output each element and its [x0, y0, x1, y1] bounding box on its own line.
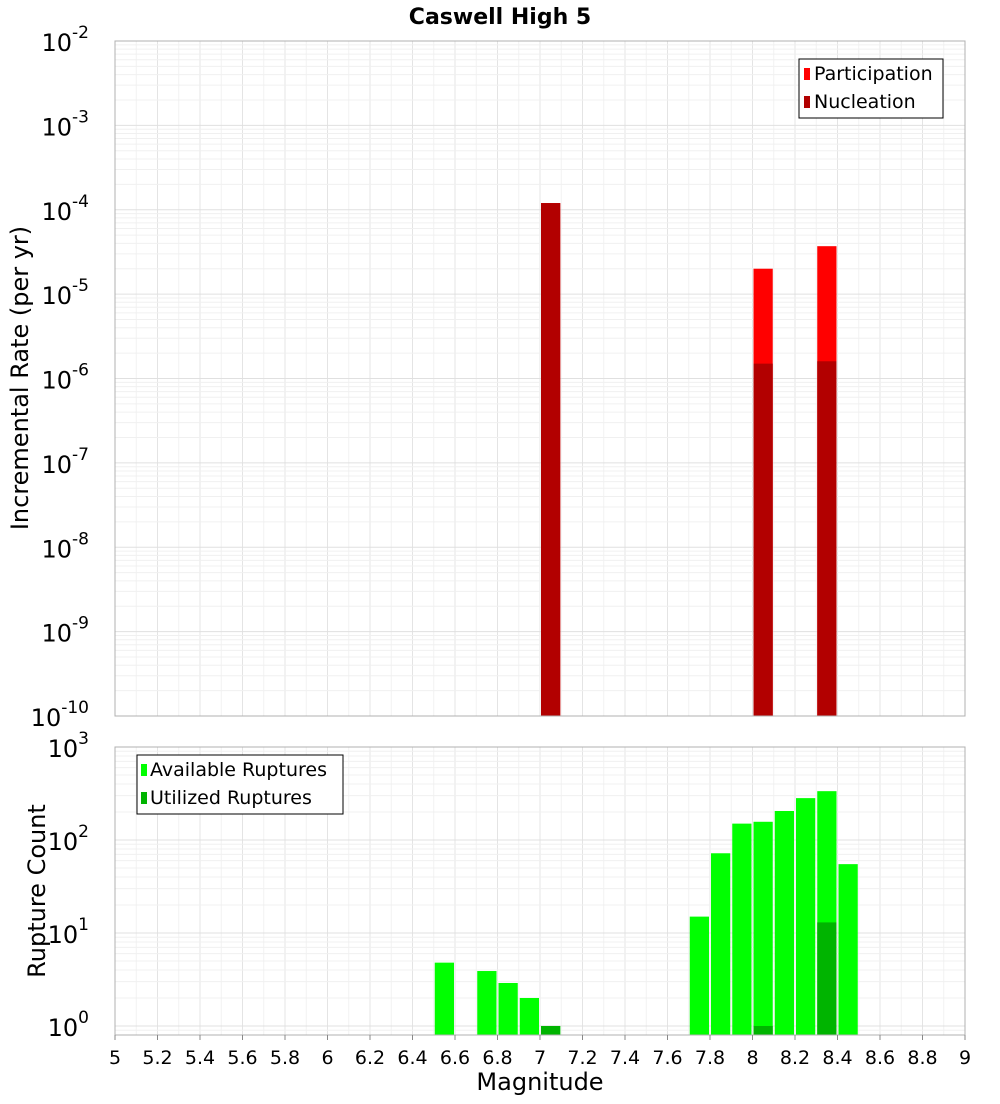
top-plot-border [114, 40, 966, 717]
x-tick-label: 6.4 [397, 1047, 427, 1069]
x-tick-label: 6.8 [482, 1047, 512, 1069]
x-tick-label: 5.6 [227, 1047, 257, 1069]
legend-swatch-participation [804, 68, 810, 80]
x-tick-label: 6.2 [355, 1047, 385, 1069]
bar-available-ruptures-8-05 [753, 821, 773, 1035]
x-tick-label: 7.4 [610, 1047, 640, 1069]
x-tick-label: 6 [321, 1047, 333, 1069]
bar-nucleation-8-35 [817, 361, 837, 716]
legend-swatch-available-ruptures [141, 764, 147, 776]
x-tick-label: 5 [109, 1047, 121, 1069]
legend-swatch-utilized-ruptures [141, 792, 147, 804]
bottom-y-tick-label: 101 [48, 915, 89, 949]
bar-available-ruptures-8-15 [774, 811, 794, 1035]
bar-available-ruptures-6-55 [434, 962, 454, 1035]
legend-label-available-ruptures: Available Ruptures [150, 759, 327, 781]
top-y-tick-label: 10-5 [42, 276, 90, 310]
x-tick-label: 5.2 [142, 1047, 172, 1069]
bar-available-ruptures-7-95 [732, 823, 752, 1035]
bar-utilized-ruptures-7-05 [541, 1025, 561, 1035]
legend-label-participation: Participation [814, 63, 933, 85]
top-legend: Participation Nucleation [798, 58, 944, 119]
bar-nucleation-8-05 [753, 363, 773, 716]
legend-label-utilized-ruptures: Utilized Ruptures [150, 787, 312, 809]
top-y-tick-label: 10-3 [42, 107, 90, 141]
x-tick-label: 5.8 [270, 1047, 300, 1069]
x-tick-label: 7.8 [695, 1047, 725, 1069]
bar-utilized-ruptures-8-35 [817, 922, 837, 1035]
x-tick-label: 8.8 [907, 1047, 937, 1069]
bottom-panel: 103 102 101 100 5 5.2 5.4 5.6 5.8 6 6.2 6.4 6.6 6.8 7… [23, 729, 971, 1096]
top-y-tick-label: 10-8 [42, 529, 90, 563]
bar-available-ruptures-7-85 [711, 853, 731, 1035]
bar-available-ruptures-7-75 [689, 916, 709, 1035]
top-panel: 10-2 10-3 10-4 10-5 10-6 10-7 10-8 10-9 10-10 In… [6, 23, 966, 732]
top-y-axis-label: Incremental Rate (per yr) [6, 226, 34, 530]
bar-available-ruptures-6-75 [477, 971, 497, 1035]
top-y-ticks: 10-2 10-3 10-4 10-5 10-6 10-7 10-8 10-9 10-10 [31, 23, 89, 732]
top-y-tick-label: 10-4 [42, 192, 90, 226]
top-y-tick-label: 10-6 [42, 361, 90, 395]
bottom-legend: Available Ruptures Utilized Ruptures [136, 754, 344, 815]
x-tick-label: 7.2 [567, 1047, 597, 1069]
bottom-y-tick-label: 102 [48, 822, 89, 856]
x-ticks: 5 5.2 5.4 5.6 5.8 6 6.2 6.4 6.6 6.8 7 7.2 7.4 7.6 7.8 8… [109, 1035, 971, 1069]
x-tick-label: 8.2 [780, 1047, 810, 1069]
bar-available-ruptures-8-45 [838, 864, 858, 1035]
top-legend-box [798, 58, 944, 119]
bottom-y-ticks: 103 102 101 100 [48, 729, 89, 1042]
bar-nucleation-7-05 [541, 203, 561, 716]
top-y-tick-label: 10-9 [42, 614, 90, 648]
bottom-bars [434, 791, 858, 1035]
bottom-y-tick-label: 103 [48, 729, 89, 763]
bar-available-ruptures-6-95 [519, 997, 539, 1035]
bottom-y-axis-label: Rupture Count [23, 804, 51, 978]
bar-available-ruptures-8-25 [796, 798, 816, 1035]
x-tick-label: 8.6 [865, 1047, 895, 1069]
bottom-y-tick-label: 100 [48, 1008, 89, 1042]
bar-available-ruptures-6-85 [498, 982, 518, 1035]
top-y-tick-label: 10-2 [42, 23, 90, 57]
legend-swatch-nucleation [804, 96, 810, 108]
top-y-tick-label: 10-10 [31, 698, 89, 732]
x-tick-label: 6.6 [440, 1047, 470, 1069]
top-grid [114, 40, 966, 717]
x-tick-label: 9 [959, 1047, 971, 1069]
legend-label-nucleation: Nucleation [814, 91, 916, 113]
top-y-tick-label: 10-7 [42, 445, 90, 479]
x-tick-label: 5.4 [185, 1047, 215, 1069]
bar-utilized-ruptures-8-05 [753, 1025, 773, 1035]
x-axis-label: Magnitude [476, 1068, 603, 1096]
chart-title: Caswell High 5 [409, 5, 591, 30]
x-tick-label: 7 [534, 1047, 546, 1069]
bottom-legend-box [136, 754, 344, 815]
x-tick-label: 8 [746, 1047, 758, 1069]
x-tick-label: 7.6 [652, 1047, 682, 1069]
top-bars [541, 203, 837, 716]
x-tick-label: 8.4 [822, 1047, 852, 1069]
